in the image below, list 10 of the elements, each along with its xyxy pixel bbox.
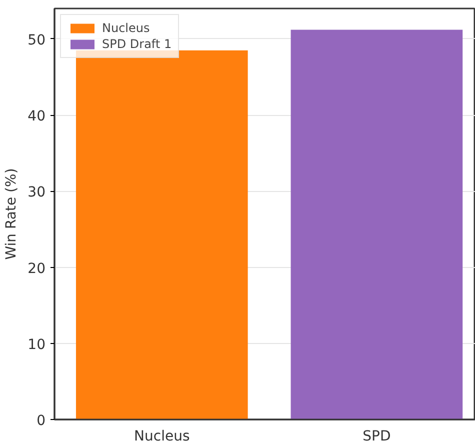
y-axis-title: Win Rate (%) [4, 168, 20, 260]
y-tick-label: 50 [28, 32, 46, 48]
y-tick-label: 30 [28, 184, 46, 201]
legend-label: SPD Draft 1 [102, 37, 172, 51]
y-tick-label: 40 [28, 108, 46, 125]
y-tick-label: 20 [28, 260, 46, 277]
y-tick-label: 10 [28, 336, 46, 353]
y-tick-label: 0 [36, 413, 46, 429]
x-tick-label: SPD [362, 428, 391, 444]
legend-label: Nucleus [102, 21, 150, 35]
